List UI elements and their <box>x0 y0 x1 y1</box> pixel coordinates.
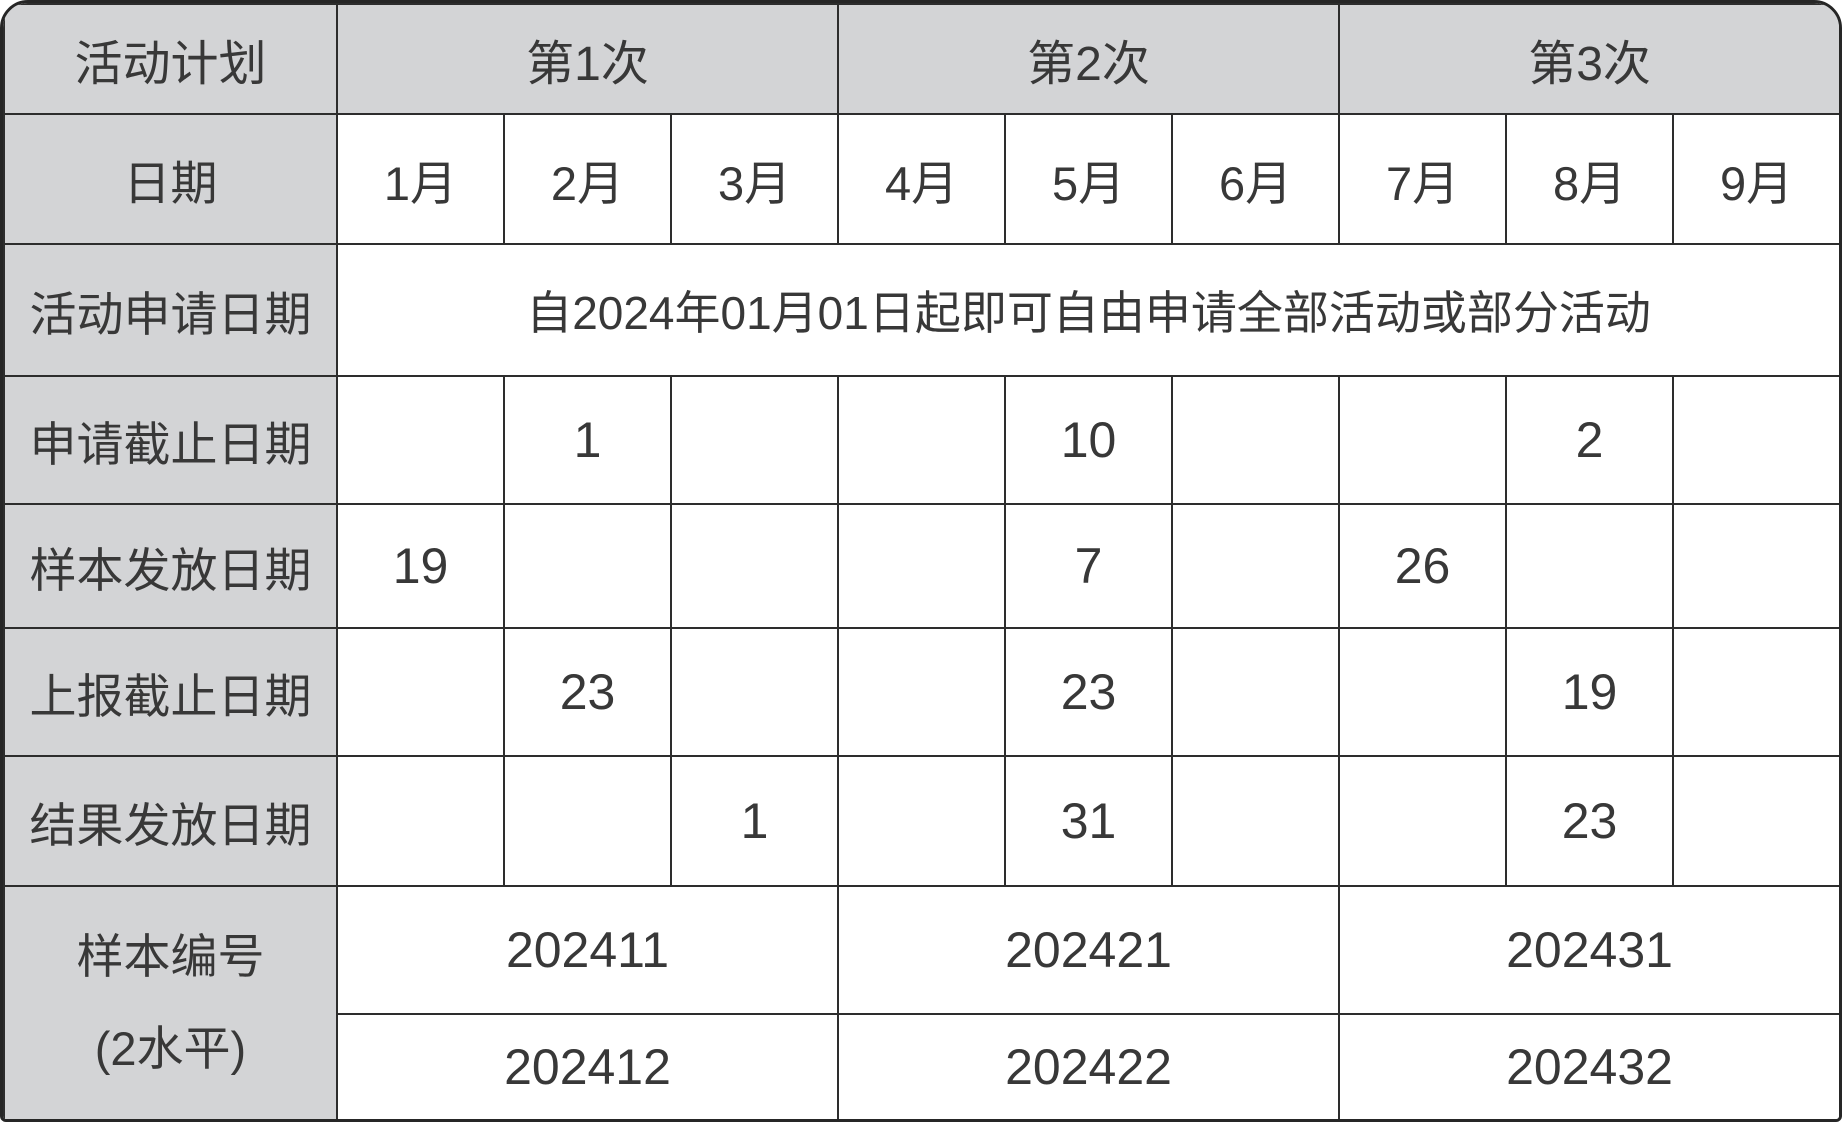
schedule-day-cell <box>1338 627 1508 757</box>
schedule-day-cell: 1 <box>503 375 672 505</box>
sample-id-cell: 202411 <box>335 885 840 1015</box>
sample-distribution-row: 样本发放日期 19 7 26 <box>3 503 1839 629</box>
schedule-day-cell <box>1672 375 1839 505</box>
schedule-day-cell <box>837 503 1007 629</box>
month-header-cell: 7月 <box>1338 113 1508 245</box>
group-header-cell-1: 第1次 <box>335 3 840 115</box>
schedule-day-cell <box>669 627 840 757</box>
schedule-day-cell: 19 <box>336 503 505 629</box>
group-header-row: 活动计划 第1次 第2次 第3次 <box>3 3 1839 115</box>
sample-id-cell: 202412 <box>335 1013 840 1119</box>
schedule-day-cell <box>1672 627 1839 757</box>
sample-id-label-cell: 样本编号 (2水平) <box>3 885 338 1119</box>
schedule-day-cell <box>669 375 840 505</box>
schedule-day-cell <box>336 627 505 757</box>
application-deadline-row: 申请截止日期 1 10 2 <box>3 375 1839 505</box>
group-header-cell-3: 第3次 <box>1338 3 1839 115</box>
schedule-day-cell <box>1171 503 1341 629</box>
schedule-day-cell <box>1171 375 1341 505</box>
schedule-day-cell: 10 <box>1004 375 1174 505</box>
sample-id-cell: 202431 <box>1338 885 1839 1015</box>
schedule-day-cell <box>503 755 672 887</box>
row-label-date: 日期 <box>3 113 338 245</box>
sample-id-label-line2: (2水平) <box>94 1022 247 1075</box>
month-header-cell: 6月 <box>1171 113 1341 245</box>
month-header-cell: 2月 <box>503 113 672 245</box>
schedule-day-cell: 7 <box>1004 503 1174 629</box>
schedule-day-cell <box>1338 375 1508 505</box>
schedule-day-cell <box>1171 627 1341 757</box>
schedule-day-cell <box>837 627 1007 757</box>
row-label-result-release: 结果发放日期 <box>3 755 338 887</box>
row-label-sample-distribution: 样本发放日期 <box>3 503 338 629</box>
sample-id-cell: 202432 <box>1338 1013 1839 1119</box>
schedule-day-cell: 31 <box>1004 755 1174 887</box>
month-header-cell: 5月 <box>1004 113 1174 245</box>
schedule-day-cell <box>503 503 672 629</box>
schedule-day-cell <box>1171 755 1341 887</box>
schedule-day-cell <box>837 375 1007 505</box>
row-label-application-deadline: 申请截止日期 <box>3 375 338 505</box>
sample-id-cell: 202421 <box>837 885 1341 1015</box>
sample-id-row-1: 样本编号 (2水平) 202411 202421 202431 <box>3 885 1839 1119</box>
schedule-day-cell <box>1672 503 1839 629</box>
month-header-cell: 3月 <box>669 113 840 245</box>
row-label-application-date: 活动申请日期 <box>3 243 338 377</box>
schedule-day-cell: 2 <box>1505 375 1675 505</box>
schedule-day-cell: 23 <box>1004 627 1174 757</box>
schedule-day-cell: 26 <box>1338 503 1508 629</box>
sample-id-cell: 202422 <box>837 1013 1341 1119</box>
row-label-report-deadline: 上报截止日期 <box>3 627 338 757</box>
schedule-day-cell <box>336 755 505 887</box>
group-header-cell-2: 第2次 <box>837 3 1341 115</box>
schedule-day-cell <box>1338 755 1508 887</box>
schedule-day-cell <box>837 755 1007 887</box>
month-header-cell: 8月 <box>1505 113 1675 245</box>
schedule-day-cell <box>336 375 505 505</box>
corner-cell-activity-plan: 活动计划 <box>3 3 338 115</box>
schedule-day-cell <box>1505 503 1675 629</box>
sample-id-label-line1: 样本编号 <box>76 930 265 984</box>
report-deadline-row: 上报截止日期 23 23 19 <box>3 627 1839 757</box>
result-release-row: 结果发放日期 1 31 23 <box>3 755 1839 887</box>
schedule-day-cell <box>1672 755 1839 887</box>
schedule-day-cell: 23 <box>503 627 672 757</box>
schedule-day-cell <box>669 503 840 629</box>
schedule-day-cell: 1 <box>669 755 840 887</box>
month-header-cell: 4月 <box>837 113 1007 245</box>
sample-id-row-2: 202412 202422 202432 <box>4 1013 1839 1119</box>
month-header-cell: 1月 <box>336 113 505 245</box>
schedule-day-cell: 19 <box>1505 627 1675 757</box>
schedule-grid: 活动计划 第1次 第2次 第3次 日期 1月 2月 3月 4月 5月 6月 7月… <box>3 3 1839 1119</box>
application-period-cell: 自2024年01月01日起即可自由申请全部活动或部分活动 <box>335 243 1839 377</box>
month-header-cell: 9月 <box>1672 113 1839 245</box>
month-header-row: 日期 1月 2月 3月 4月 5月 6月 7月 8月 9月 <box>3 113 1839 245</box>
application-period-row: 活动申请日期 自2024年01月01日起即可自由申请全部活动或部分活动 <box>3 243 1839 377</box>
schedule-day-cell: 23 <box>1505 755 1675 887</box>
